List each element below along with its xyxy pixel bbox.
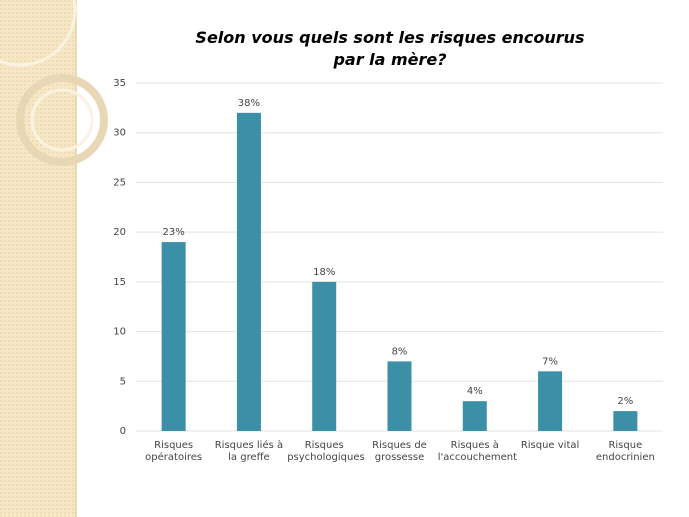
data-label: 18% — [313, 267, 335, 278]
y-tick-label: 0 — [120, 426, 126, 437]
y-tick-label: 15 — [113, 277, 126, 288]
data-label: 8% — [392, 346, 408, 357]
data-label: 38% — [238, 98, 260, 109]
y-tick-label: 20 — [113, 227, 126, 238]
bar — [161, 242, 186, 431]
bar — [462, 401, 487, 431]
bar — [312, 281, 337, 431]
data-label: 2% — [617, 396, 633, 407]
chart-title: Selon vous quels sont les risques encour… — [195, 28, 585, 69]
x-tick-label: Risques opératoires — [145, 440, 203, 463]
bar — [613, 411, 638, 431]
decor-circle — [0, 0, 77, 67]
bar — [236, 112, 261, 431]
x-tick-label: Risques psychologiques — [287, 440, 365, 463]
decor-circle — [16, 74, 108, 166]
x-tick-label: Risques liés à la greffe — [214, 440, 284, 463]
bar — [387, 361, 412, 431]
data-label: 7% — [542, 356, 558, 367]
y-tick-label: 25 — [113, 177, 126, 188]
x-tick-label: Risque vital — [520, 440, 580, 451]
data-label: 4% — [467, 386, 483, 397]
x-tick-label: Risque endocrinien — [595, 440, 655, 463]
y-tick-label: 30 — [113, 128, 126, 139]
decor-circle — [30, 88, 94, 152]
y-tick-label: 10 — [113, 327, 126, 338]
bar — [538, 371, 563, 431]
x-tick-label: Risques de grossesse — [372, 440, 427, 463]
x-tick-label: Risques à l'accouchement — [437, 440, 518, 463]
y-tick-label: 35 — [113, 78, 126, 89]
y-tick-label: 5 — [120, 376, 126, 387]
data-label: 23% — [163, 227, 185, 238]
